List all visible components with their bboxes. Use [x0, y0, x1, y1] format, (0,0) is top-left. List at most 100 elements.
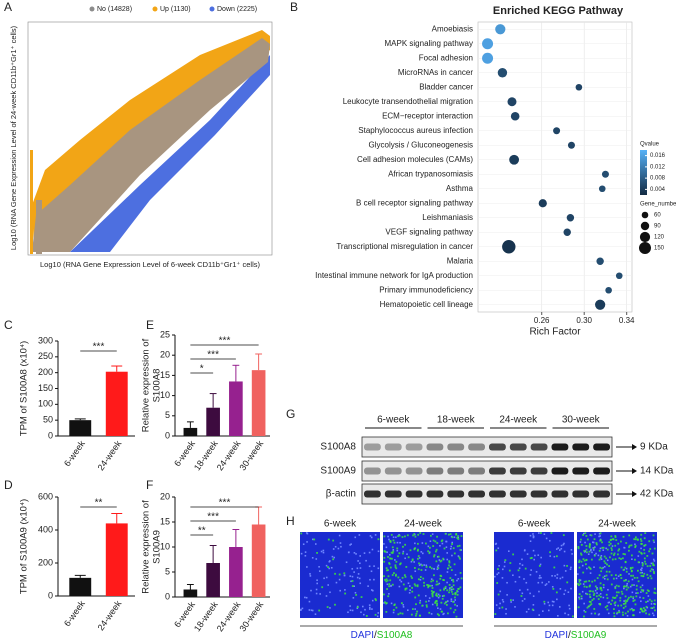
nucleus [557, 615, 559, 617]
stain [460, 535, 463, 537]
nucleus [353, 551, 356, 554]
nucleus [314, 543, 317, 545]
stain [404, 535, 406, 538]
nucleus [386, 583, 389, 586]
stain [430, 580, 433, 583]
stain [458, 544, 461, 547]
stain [603, 555, 606, 558]
nucleus [338, 534, 341, 537]
panel-label: H [286, 514, 295, 528]
stain [351, 585, 354, 587]
nucleus [316, 579, 318, 582]
nucleus [359, 555, 361, 557]
nucleus [431, 533, 434, 535]
nucleus [631, 578, 634, 581]
stain [636, 538, 639, 541]
nucleus [457, 578, 460, 580]
stain [598, 594, 601, 597]
nucleus [446, 600, 449, 602]
nucleus [367, 585, 369, 587]
stain [580, 552, 582, 555]
nucleus [602, 596, 605, 599]
stain [618, 548, 621, 551]
nucleus [428, 600, 430, 602]
caption-part: DAPI [351, 630, 374, 641]
nucleus [310, 589, 312, 592]
stain [612, 596, 614, 599]
panel-a-clouds [27, 21, 273, 256]
nucleus [373, 578, 375, 581]
stain [621, 557, 624, 560]
stain [434, 602, 437, 604]
stain [399, 612, 402, 615]
stain [497, 593, 500, 596]
nucleus [561, 576, 564, 579]
nucleus [438, 559, 441, 561]
stain [411, 586, 413, 589]
dot [482, 52, 494, 64]
stain [609, 542, 612, 545]
stain [395, 574, 397, 577]
nucleus [606, 559, 609, 562]
nucleus [591, 551, 593, 554]
stain [401, 602, 403, 605]
stain [595, 543, 598, 546]
stain [590, 534, 593, 537]
stain [640, 540, 643, 542]
stain [411, 590, 414, 593]
nucleus [427, 545, 430, 548]
stain [620, 604, 623, 607]
stain [615, 574, 617, 577]
significance-label: ** [95, 498, 103, 509]
nucleus [548, 604, 551, 607]
stain [653, 547, 656, 550]
band [468, 490, 485, 498]
stain [628, 534, 631, 537]
stain [414, 584, 417, 587]
stain [530, 556, 533, 559]
nucleus [450, 588, 453, 591]
stain [628, 596, 630, 599]
stain [652, 534, 655, 537]
row-label: S100A8 [320, 442, 356, 453]
image-header: 6-week [518, 519, 551, 530]
stain [624, 595, 627, 598]
band [447, 490, 465, 498]
stain [413, 583, 416, 586]
stain [577, 584, 580, 587]
nucleus [525, 611, 528, 613]
nucleus [309, 573, 311, 575]
stain [593, 579, 596, 582]
nucleus [388, 593, 390, 595]
caption: DAPI/S100A9 [545, 630, 607, 641]
category-label: Malaria [447, 256, 474, 265]
stain [615, 539, 618, 541]
stain [504, 559, 507, 562]
stain [617, 585, 620, 588]
stain [431, 595, 434, 598]
nucleus [535, 571, 538, 573]
nucleus [369, 608, 371, 610]
stain [419, 576, 422, 578]
stain [615, 584, 618, 587]
category-label: Staphylococcus aureus infection [358, 126, 473, 135]
nucleus [521, 558, 523, 561]
x-tick-label: 30-week [237, 438, 265, 472]
y-tick-label: 0 [48, 590, 53, 600]
nucleus [495, 604, 498, 606]
stain [589, 596, 592, 599]
stain [653, 572, 655, 575]
stain [617, 542, 620, 545]
nucleus [631, 607, 633, 610]
dot [495, 24, 506, 35]
nucleus [590, 548, 592, 551]
nucleus [377, 550, 380, 553]
stain [452, 547, 455, 550]
stain [440, 540, 443, 543]
nucleus [364, 608, 366, 611]
nucleus [358, 534, 361, 536]
nucleus [537, 581, 540, 584]
nucleus [537, 554, 540, 556]
nucleus [451, 541, 454, 544]
nucleus [304, 551, 307, 553]
